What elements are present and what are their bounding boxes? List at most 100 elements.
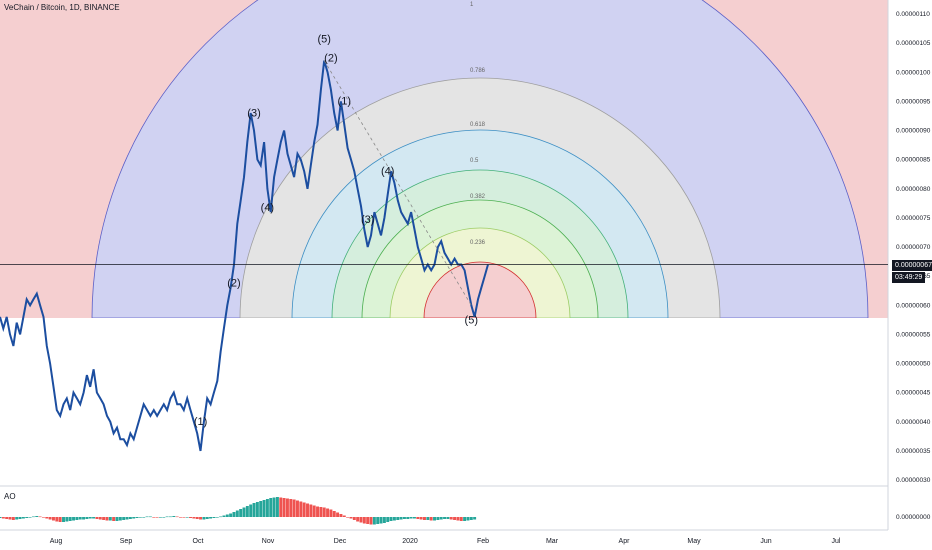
ao-bar — [423, 517, 426, 520]
y-tick-label: 0.00000105 — [896, 40, 931, 47]
ao-bar — [245, 506, 249, 517]
y-tick-label: 0.00000060 — [896, 302, 931, 309]
ao-bar — [125, 517, 129, 520]
ao-bar — [5, 517, 9, 519]
ao-bar — [232, 512, 236, 517]
ao-bar — [449, 517, 453, 520]
ao-bar — [212, 517, 216, 518]
ao-bar — [382, 517, 386, 523]
ao-bar — [312, 505, 316, 517]
ao-bar — [419, 517, 423, 520]
ao-bar — [0, 517, 2, 518]
ao-bar — [289, 499, 293, 517]
x-tick-label: 2020 — [402, 538, 418, 545]
x-tick-label: Jul — [832, 538, 841, 545]
ao-bar — [138, 517, 142, 518]
ao-bar — [376, 517, 380, 524]
ao-bar — [219, 516, 223, 518]
ao-bar — [132, 517, 136, 519]
ao-bar — [416, 517, 420, 519]
ao-bar — [255, 502, 259, 517]
ao-bar — [459, 517, 463, 521]
ao-bar — [11, 517, 15, 520]
ao-bar — [98, 517, 102, 520]
lower-bg — [0, 318, 888, 480]
ao-bar — [38, 516, 42, 518]
y-tick-label: 0.00000030 — [896, 477, 931, 484]
ao-bar — [463, 517, 467, 521]
ao-bar — [379, 517, 383, 524]
ao-bar — [399, 517, 403, 520]
ao-bar — [185, 517, 189, 518]
ao-bar — [205, 517, 209, 519]
ao-bar — [235, 510, 239, 517]
ao-bar — [85, 517, 89, 519]
ao-bar — [326, 508, 330, 517]
ao-bar — [148, 516, 152, 518]
ao-bar — [158, 517, 162, 518]
y-tick-label: 0.00000075 — [896, 215, 931, 222]
ao-bar — [45, 517, 49, 519]
y-tick-label: 0.00000090 — [896, 128, 931, 135]
ao-bar — [112, 517, 116, 521]
x-tick-label: Jun — [760, 538, 771, 545]
ao-bar — [172, 516, 176, 517]
ao-bar — [115, 517, 119, 521]
ao-bar — [58, 517, 62, 522]
y-tick-label: 0.00000040 — [896, 419, 931, 426]
ao-bar — [429, 517, 433, 521]
x-tick-label: Mar — [546, 538, 559, 545]
y-tick-label: 0.00000080 — [896, 186, 931, 193]
ao-bar — [8, 517, 12, 520]
ao-bar — [443, 517, 447, 519]
ao-bar — [55, 517, 59, 522]
fib-level-label: 0.236 — [470, 240, 486, 246]
ao-bar — [189, 517, 192, 518]
ao-bar — [336, 512, 340, 517]
ao-bar — [52, 517, 55, 521]
ao-bar — [165, 516, 169, 518]
ao-bar — [272, 497, 276, 517]
ao-bar — [299, 501, 303, 517]
y-tick-label: 0.00000110 — [896, 11, 930, 18]
ao-bar — [182, 517, 186, 518]
ao-bar — [145, 516, 149, 518]
ao-bar — [95, 517, 99, 519]
ao-bar — [122, 517, 126, 520]
ao-bar — [92, 517, 96, 519]
ao-bar — [265, 499, 269, 517]
ao-bar — [168, 516, 172, 518]
ao-bar — [473, 517, 477, 520]
ao-bar — [18, 517, 22, 519]
ao-bar — [195, 517, 199, 519]
ao-bar — [275, 497, 279, 517]
ao-bar — [68, 517, 72, 521]
ao-bar — [135, 517, 139, 518]
ao-bar — [252, 503, 256, 517]
ao-bar — [41, 517, 45, 518]
x-tick-label: Sep — [120, 538, 133, 545]
ao-bar — [292, 499, 296, 517]
y-tick-label: 0.00000055 — [896, 331, 931, 338]
ao-bar — [82, 517, 86, 520]
fib-level-label: 0.786 — [470, 68, 486, 74]
ao-bar — [65, 517, 69, 522]
x-tick-label: Dec — [334, 538, 347, 545]
ao-bar — [342, 515, 346, 517]
ao-bar — [75, 517, 79, 520]
ao-bar — [262, 500, 266, 517]
x-tick-label: May — [687, 538, 701, 545]
ao-bar — [296, 500, 299, 517]
ao-bar — [306, 503, 309, 517]
ao-bar — [118, 517, 122, 521]
ao-bar — [202, 517, 206, 520]
last-price-tag: 0.00000067 — [892, 260, 932, 271]
ao-bar — [322, 507, 326, 517]
ao-bar — [179, 517, 182, 518]
ao-bar — [259, 501, 263, 517]
ao-bar — [446, 517, 450, 519]
x-tick-label: Nov — [262, 538, 275, 545]
y-tick-label: 0.00000035 — [896, 448, 931, 455]
y-tick-label: 0.00000085 — [896, 157, 931, 164]
